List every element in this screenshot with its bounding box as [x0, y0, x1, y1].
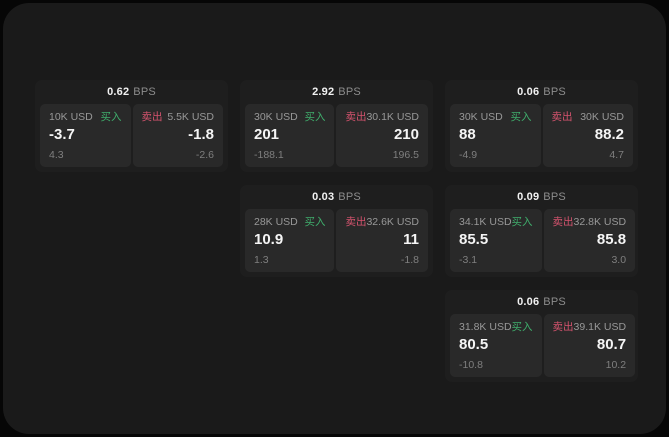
sell-quote-tile[interactable]: 卖出 30.1K USD 210 196.5 [336, 104, 428, 167]
buy-quote-tile[interactable]: 30K USD 买入 88 -4.9 [450, 104, 541, 167]
sell-badge: 卖出 [551, 111, 573, 123]
sell-badge: 卖出 [345, 216, 367, 228]
buy-badge: 买入 [511, 321, 533, 333]
bps-unit: BPS [338, 191, 361, 203]
sell-badge: 卖出 [141, 111, 163, 123]
buy-badge: 买入 [100, 111, 122, 123]
buy-amount: 30K USD [254, 111, 298, 123]
bps-unit: BPS [338, 86, 361, 98]
buy-amount: 10K USD [49, 111, 93, 123]
buy-price: 88 [459, 126, 476, 143]
quote-grid: 0.62 BPS 10K USD 买入 -3.7 4.3 卖出 5.5K USD… [35, 80, 638, 382]
quote-tiles: 30K USD 买入 88 -4.9 卖出 30K USD 88.2 4.7 [445, 104, 638, 172]
sell-price: 88.2 [594, 126, 624, 143]
quote-tiles: 28K USD 买入 10.9 1.3 卖出 32.6K USD 11 -1.8 [240, 209, 433, 277]
bps-value: 0.62 [107, 86, 130, 98]
bps-value: 0.06 [517, 86, 540, 98]
sell-price: 80.7 [596, 336, 627, 353]
quote-tiles: 31.8K USD 买入 80.5 -10.8 卖出 39.1K USD 80.… [445, 314, 638, 382]
sell-delta: 196.5 [392, 149, 419, 161]
sell-amount: 32.6K USD [366, 216, 419, 228]
quote-card: 0.06 BPS 31.8K USD 买入 80.5 -10.8 卖出 39.1… [445, 290, 638, 382]
buy-amount: 30K USD [459, 111, 503, 123]
sell-delta: 3.0 [611, 254, 627, 266]
card-header: 0.03 BPS [240, 185, 433, 209]
bps-unit: BPS [543, 191, 566, 203]
sell-badge: 卖出 [552, 321, 574, 333]
buy-amount: 34.1K USD [459, 216, 512, 228]
sell-amount: 32.8K USD [573, 216, 627, 228]
card-header: 0.06 BPS [445, 80, 638, 104]
quote-tiles: 34.1K USD 买入 85.5 -3.1 卖出 32.8K USD 85.8… [445, 209, 638, 277]
buy-price: -3.7 [49, 126, 75, 143]
card-header: 0.09 BPS [445, 185, 638, 209]
bps-value: 0.06 [517, 296, 540, 308]
buy-delta: 1.3 [254, 254, 269, 266]
buy-delta: 4.3 [49, 149, 64, 161]
sell-amount: 39.1K USD [573, 321, 627, 333]
buy-price: 85.5 [459, 231, 489, 248]
buy-price: 10.9 [254, 231, 284, 248]
buy-amount: 28K USD [254, 216, 298, 228]
sell-quote-tile[interactable]: 卖出 32.6K USD 11 -1.8 [336, 209, 428, 272]
bps-value: 0.03 [312, 191, 335, 203]
card-header: 0.62 BPS [35, 80, 228, 104]
sell-amount: 30.1K USD [366, 111, 419, 123]
quote-card: 0.03 BPS 28K USD 买入 10.9 1.3 卖出 32.6K US… [240, 185, 433, 277]
quote-tiles: 10K USD 买入 -3.7 4.3 卖出 5.5K USD -1.8 -2.… [35, 104, 228, 172]
buy-delta: -10.8 [459, 359, 483, 371]
sell-price: 11 [403, 231, 419, 248]
bps-value: 0.09 [517, 191, 540, 203]
sell-price: 210 [393, 126, 419, 143]
buy-quote-tile[interactable]: 34.1K USD 买入 85.5 -3.1 [450, 209, 542, 272]
bps-unit: BPS [133, 86, 156, 98]
sell-delta: 10.2 [605, 359, 627, 371]
sell-quote-tile[interactable]: 卖出 5.5K USD -1.8 -2.6 [132, 104, 223, 167]
quote-card: 0.06 BPS 30K USD 买入 88 -4.9 卖出 30K USD 8… [445, 80, 638, 172]
quote-board-panel: 0.62 BPS 10K USD 买入 -3.7 4.3 卖出 5.5K USD… [3, 3, 666, 434]
buy-quote-tile[interactable]: 30K USD 买入 201 -188.1 [245, 104, 335, 167]
buy-badge: 买入 [510, 111, 532, 123]
sell-delta: -1.8 [400, 254, 419, 266]
sell-badge: 卖出 [552, 216, 574, 228]
quote-tiles: 30K USD 买入 201 -188.1 卖出 30.1K USD 210 1… [240, 104, 433, 172]
bps-unit: BPS [543, 296, 566, 308]
sell-price: -1.8 [188, 126, 214, 143]
buy-badge: 买入 [304, 111, 326, 123]
bps-value: 2.92 [312, 86, 335, 98]
quote-card: 2.92 BPS 30K USD 买入 201 -188.1 卖出 30.1K … [240, 80, 433, 172]
buy-amount: 31.8K USD [459, 321, 512, 333]
sell-quote-tile[interactable]: 卖出 30K USD 88.2 4.7 [542, 104, 633, 167]
sell-quote-tile[interactable]: 卖出 39.1K USD 80.7 10.2 [543, 314, 636, 377]
sell-badge: 卖出 [345, 111, 367, 123]
sell-price: 85.8 [596, 231, 627, 248]
buy-delta: -3.1 [459, 254, 478, 266]
buy-quote-tile[interactable]: 28K USD 买入 10.9 1.3 [245, 209, 335, 272]
sell-delta: -2.6 [195, 149, 214, 161]
sell-delta: 4.7 [609, 149, 624, 161]
quote-card: 0.62 BPS 10K USD 买入 -3.7 4.3 卖出 5.5K USD… [35, 80, 228, 172]
buy-price: 201 [254, 126, 280, 143]
buy-badge: 买入 [511, 216, 533, 228]
buy-badge: 买入 [304, 216, 326, 228]
card-header: 0.06 BPS [445, 290, 638, 314]
bps-unit: BPS [543, 86, 566, 98]
buy-price: 80.5 [459, 336, 489, 353]
buy-quote-tile[interactable]: 10K USD 买入 -3.7 4.3 [40, 104, 131, 167]
sell-amount: 5.5K USD [167, 111, 214, 123]
sell-amount: 30K USD [580, 111, 624, 123]
buy-quote-tile[interactable]: 31.8K USD 买入 80.5 -10.8 [450, 314, 542, 377]
buy-delta: -188.1 [254, 149, 284, 161]
card-header: 2.92 BPS [240, 80, 433, 104]
quote-card: 0.09 BPS 34.1K USD 买入 85.5 -3.1 卖出 32.8K… [445, 185, 638, 277]
sell-quote-tile[interactable]: 卖出 32.8K USD 85.8 3.0 [543, 209, 636, 272]
buy-delta: -4.9 [459, 149, 478, 161]
